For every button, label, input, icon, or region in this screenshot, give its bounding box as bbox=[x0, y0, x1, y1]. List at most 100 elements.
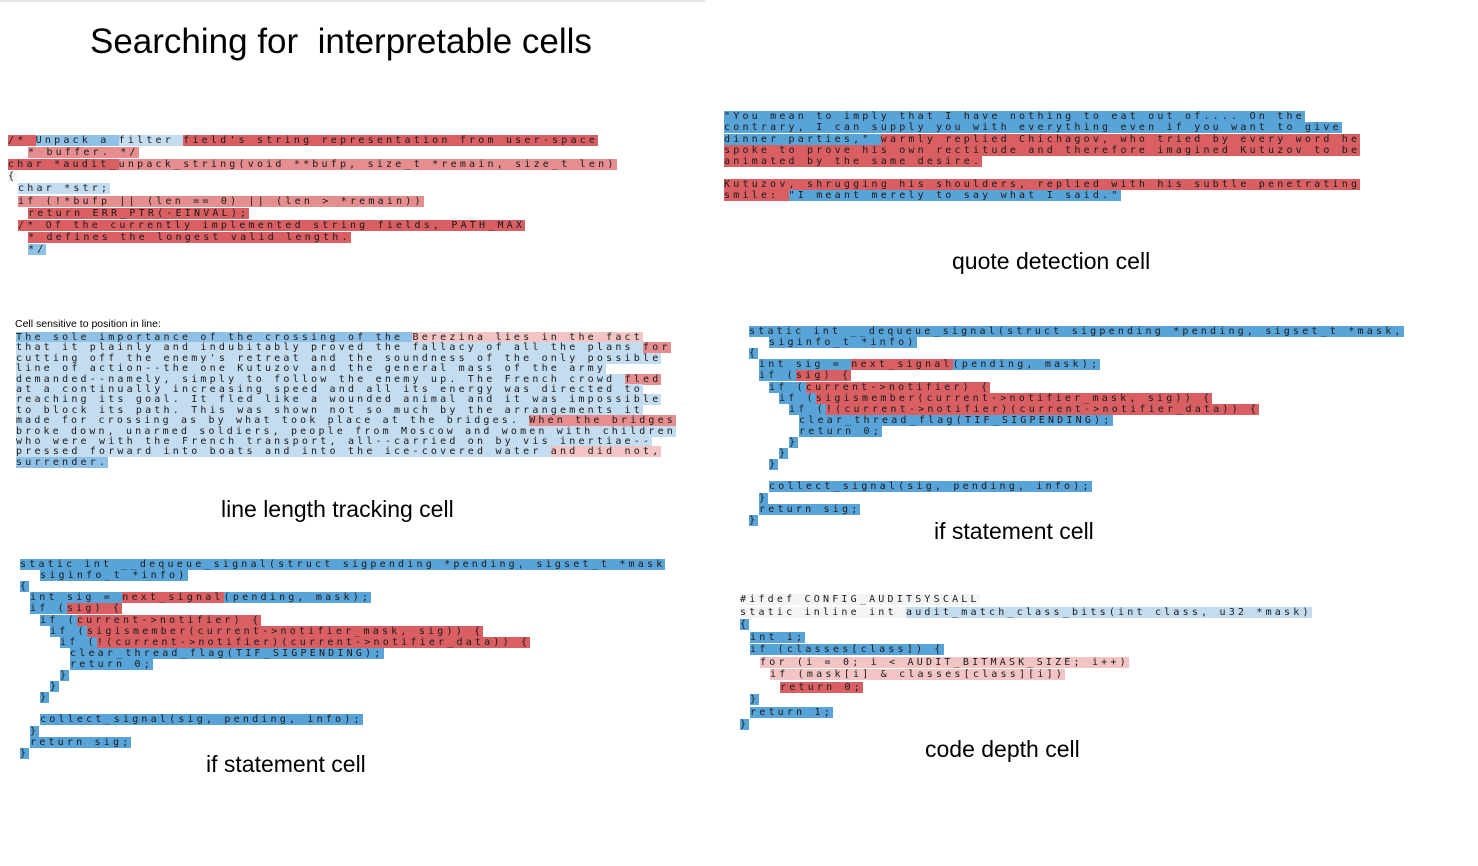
text-line: } bbox=[60, 670, 70, 681]
highlighted-token: sig) { bbox=[795, 370, 852, 382]
text-line: spoke to prove his own rectitude and the… bbox=[724, 144, 1361, 156]
text-line: made for crossing as by what took place … bbox=[16, 415, 676, 427]
highlighted-token: When the bridges bbox=[529, 415, 676, 427]
highlighted-token: } bbox=[20, 747, 30, 759]
text-line: for (i = 0; i < AUDIT_BITMASK_SIZE; i++) bbox=[760, 656, 1129, 668]
caption-if-statement-left: if statement cell bbox=[206, 751, 366, 777]
highlighted-token: unpack_string(void **bufp, size_t *remai… bbox=[118, 159, 617, 171]
highlighted-token: clear_thread_flag(TIF_SIGPENDING); bbox=[70, 647, 384, 659]
highlighted-token: sigismember(current->notifier_mask, sig)… bbox=[86, 625, 484, 637]
text-line: to block its path. This was shown not so… bbox=[16, 404, 643, 416]
highlighted-token: representation from user-space bbox=[321, 135, 599, 146]
text-line: if (sig) { bbox=[759, 370, 852, 382]
text-line: { bbox=[749, 348, 759, 360]
text-line: line of action--the one Kutuzov and the … bbox=[16, 363, 607, 375]
text-line: } bbox=[759, 492, 769, 504]
highlighted-token: reaching its goal. It fled like a wounde… bbox=[16, 394, 662, 406]
text-line: reaching its goal. It fled like a wounde… bbox=[16, 394, 662, 406]
highlighted-token: fled bbox=[624, 373, 662, 385]
text-line: * defines the longest valid length. bbox=[28, 231, 351, 243]
text-line: if (current->notifier) { bbox=[40, 614, 262, 626]
text-line: static int __dequeue_signal(struct sigpe… bbox=[20, 559, 666, 570]
highlighted-token: clear_thread_flag(TIF_SIGPENDING); bbox=[799, 414, 1113, 426]
highlighted-token: that it plainly and indubitably proved t… bbox=[16, 342, 643, 354]
highlighted-token: to block its path. This was shown not so… bbox=[16, 404, 643, 416]
text-line: } bbox=[769, 459, 779, 471]
panel-sublabel: Cell sensitive to position in line: bbox=[15, 318, 161, 330]
text-line: return 0; bbox=[799, 425, 882, 437]
text-line: if (current->notifier) { bbox=[769, 381, 991, 393]
code-panel-line-length: The sole importance of the crossing of t… bbox=[16, 332, 676, 472]
highlighted-token: warmly replied Chichagov, who tried by e… bbox=[880, 133, 1361, 145]
text-line: return sig; bbox=[759, 503, 861, 515]
text-line: } bbox=[30, 725, 40, 737]
text-line: siginfo_t *info) bbox=[769, 337, 917, 349]
highlighted-token: demanded--namely, simply to follow the e… bbox=[16, 373, 625, 385]
highlighted-token: if ( bbox=[779, 392, 816, 404]
highlighted-token: sig) { bbox=[66, 603, 123, 615]
highlighted-token: audit_match_class_bits(int class, u32 *m… bbox=[905, 606, 1312, 618]
highlighted-token: "You mean to imply that I have nothing t… bbox=[724, 111, 1305, 122]
code-panel-unpack-string: /* Unpack a filter field's string repres… bbox=[8, 135, 698, 260]
text-line: demanded--namely, simply to follow the e… bbox=[16, 373, 662, 385]
highlighted-token: Unpack a bbox=[35, 135, 119, 146]
text-line: animated by the same desire. bbox=[724, 156, 983, 168]
text-line: Kutuzov, shrugging his shoulders, replie… bbox=[724, 178, 1361, 190]
text-line: #ifdef CONFIG_AUDITSYSCALL bbox=[740, 594, 980, 605]
text-line: static int __dequeue_signal(struct sigpe… bbox=[749, 326, 1404, 337]
highlighted-token: return sig; bbox=[759, 503, 861, 515]
text-line: return ERR_PTR(-EINVAL); bbox=[28, 207, 250, 219]
highlighted-token: if ( bbox=[60, 636, 97, 648]
text-line: int i; bbox=[750, 631, 806, 643]
text-line: dinner parties," warmly replied Chichago… bbox=[724, 133, 1361, 145]
highlighted-token: Kutuzov, shrugging his shoulders, replie… bbox=[724, 178, 1361, 190]
highlighted-token: static int __dequeue_signal(struct sigpe… bbox=[20, 559, 666, 570]
highlighted-token: current->notifier) { bbox=[76, 614, 262, 626]
text-line: if (sig) { bbox=[30, 603, 123, 615]
highlighted-token: siginfo_t *info) bbox=[40, 570, 188, 582]
highlighted-token: } bbox=[40, 692, 50, 704]
caption-code-depth: code depth cell bbox=[925, 736, 1080, 762]
code-panel-if-statement-left: static int __dequeue_signal(struct sigpe… bbox=[20, 559, 710, 759]
highlighted-token: } bbox=[60, 670, 70, 681]
highlighted-token: if ( bbox=[50, 625, 87, 637]
text-line: collect_signal(sig, pending, info); bbox=[769, 481, 1092, 493]
highlighted-token: !(current->notifier)(current->notifier_d… bbox=[96, 636, 531, 648]
caption-line-length: line length tracking cell bbox=[221, 496, 454, 522]
highlighted-token: *audit_ bbox=[54, 159, 119, 171]
highlighted-token: siginfo_t *info) bbox=[769, 337, 917, 349]
highlighted-token: return 0; bbox=[799, 425, 882, 437]
page-title: Searching for interpretable cells bbox=[90, 22, 592, 61]
highlighted-token: Berezina lies in the fact bbox=[412, 332, 643, 343]
highlighted-token: } bbox=[789, 437, 799, 448]
highlighted-token: spoke to prove his own rectitude and the… bbox=[724, 144, 1361, 156]
text-line: at a continually increasing speed and al… bbox=[16, 384, 643, 395]
text-line: if (classes[class]) { bbox=[750, 644, 944, 655]
highlighted-token: return 0; bbox=[780, 681, 863, 693]
top-divider bbox=[0, 0, 705, 2]
text-line: /* Of the currently implemented string f… bbox=[18, 219, 526, 231]
text-line: /* Unpack a filter field's string repres… bbox=[8, 135, 599, 146]
highlighted-token: broke down, unarmed soldiers, people fro… bbox=[16, 425, 676, 437]
text-line: siginfo_t *info) bbox=[40, 570, 188, 582]
text-line: { bbox=[8, 171, 18, 183]
text-line: } bbox=[40, 692, 50, 704]
code-panel-quote-detection: "You mean to imply that I have nothing t… bbox=[724, 111, 1414, 206]
highlighted-token: pressed forward into boats and into the … bbox=[16, 446, 551, 458]
highlighted-token: current->notifier) { bbox=[805, 381, 991, 393]
text-line: broke down, unarmed soldiers, people fro… bbox=[16, 425, 676, 437]
text-line: char *str; bbox=[18, 183, 111, 195]
text-line: pressed forward into boats and into the … bbox=[16, 446, 662, 458]
highlighted-token: /* Of the currently implemented string f… bbox=[18, 219, 526, 231]
highlighted-token: static inline int bbox=[740, 606, 906, 618]
highlighted-token: field's string bbox=[183, 135, 322, 146]
highlighted-token: if ( bbox=[30, 603, 67, 615]
highlighted-token: { bbox=[740, 619, 750, 630]
highlighted-token: * buffer. */ bbox=[28, 147, 139, 159]
highlighted-token: if ( bbox=[769, 381, 806, 393]
highlighted-token: * defines the longest valid length. bbox=[28, 231, 351, 243]
text-line: if (sigismember(current->notifier_mask, … bbox=[50, 625, 484, 637]
text-line: if (!(current->notifier)(current->notifi… bbox=[60, 636, 531, 648]
text-line: if (sigismember(current->notifier_mask, … bbox=[779, 392, 1213, 404]
highlighted-token: if ( bbox=[789, 403, 826, 415]
